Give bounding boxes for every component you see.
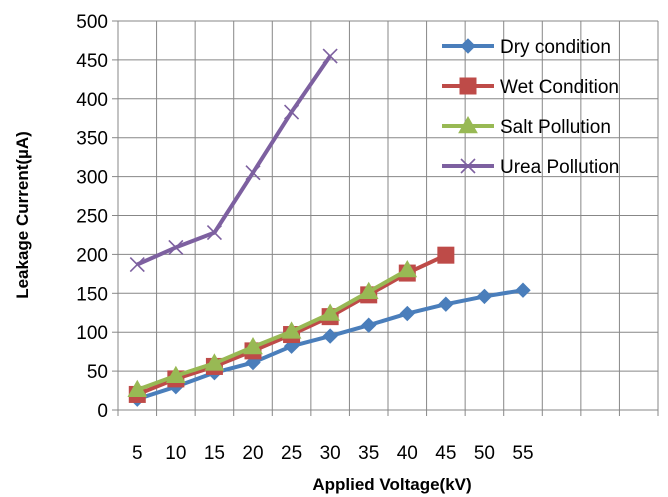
data-point xyxy=(168,239,184,255)
y-tick-label: 400 xyxy=(76,90,108,111)
x-tick-label: 15 xyxy=(204,443,225,464)
data-point xyxy=(438,296,454,312)
y-tick-label: 100 xyxy=(76,323,108,344)
legend-entry: Urea Pollution xyxy=(442,157,619,178)
data-point xyxy=(320,303,341,321)
y-axis-ticks: 0 50 100 150 200 250 300 350 400 450 500 xyxy=(76,12,118,422)
y-tick-label: 50 xyxy=(87,362,108,383)
y-tick-label: 250 xyxy=(76,207,108,228)
x-tick-label: 55 xyxy=(512,443,533,464)
x-tick-label: 30 xyxy=(320,443,341,464)
series-urea-pollution xyxy=(129,48,338,273)
x-tick-label: 5 xyxy=(132,443,143,464)
legend: Dry condition Wet Condition Salt Pollution… xyxy=(442,37,619,178)
data-point xyxy=(281,321,302,339)
x-tick-label: 25 xyxy=(281,443,302,464)
data-point xyxy=(204,353,225,371)
data-point xyxy=(399,305,415,322)
horizontal-gridlines xyxy=(118,20,658,372)
x-tick-label: 45 xyxy=(435,443,456,464)
data-point xyxy=(206,225,222,241)
x-axis-title: Applied Voltage(kV) xyxy=(312,475,471,494)
y-tick-label: 200 xyxy=(76,245,108,266)
series-dry-condition xyxy=(129,282,531,407)
data-point xyxy=(322,328,338,344)
data-point xyxy=(243,336,263,355)
data-point xyxy=(361,317,377,333)
data-point xyxy=(127,379,148,398)
series-line xyxy=(136,54,332,267)
x-tick-label: 50 xyxy=(474,443,495,464)
legend-label: Urea Pollution xyxy=(500,157,619,178)
legend-marker xyxy=(460,38,476,54)
legend-marker xyxy=(460,158,476,174)
legend-label: Dry condition xyxy=(500,37,611,58)
data-point xyxy=(165,365,186,384)
data-point xyxy=(437,246,455,264)
data-point xyxy=(322,48,338,64)
legend-entry: Salt Pollution xyxy=(442,115,611,138)
data-point xyxy=(358,281,379,299)
y-tick-label: 350 xyxy=(76,129,108,150)
series-salt-pollution xyxy=(127,259,418,398)
data-point xyxy=(284,104,300,120)
y-tick-label: 500 xyxy=(76,12,108,33)
y-tick-label: 300 xyxy=(76,168,108,189)
data-point xyxy=(129,256,145,273)
y-tick-label: 0 xyxy=(97,401,108,422)
y-tick-label: 450 xyxy=(76,51,108,72)
legend-entry: Wet Condition xyxy=(442,77,619,98)
x-tick-label: 10 xyxy=(165,443,186,464)
x-tick-label: 20 xyxy=(242,443,263,464)
data-point xyxy=(245,165,261,181)
series-layer xyxy=(127,48,531,407)
y-tick-label: 150 xyxy=(76,284,108,305)
legend-marker xyxy=(458,115,478,134)
data-point xyxy=(515,282,531,298)
y-axis-title: Leakage Current(µA) xyxy=(13,131,32,299)
x-axis-ticks: 5 10 15 20 25 30 35 40 45 50 55 xyxy=(117,410,659,464)
data-point xyxy=(397,259,418,278)
x-tick-label: 35 xyxy=(358,443,379,464)
legend-label: Wet Condition xyxy=(500,77,619,98)
x-tick-label: 40 xyxy=(397,443,418,464)
legend-label: Salt Pollution xyxy=(500,117,611,138)
legend-marker xyxy=(459,77,477,95)
data-point xyxy=(476,288,493,305)
legend-entry: Dry condition xyxy=(442,37,611,58)
